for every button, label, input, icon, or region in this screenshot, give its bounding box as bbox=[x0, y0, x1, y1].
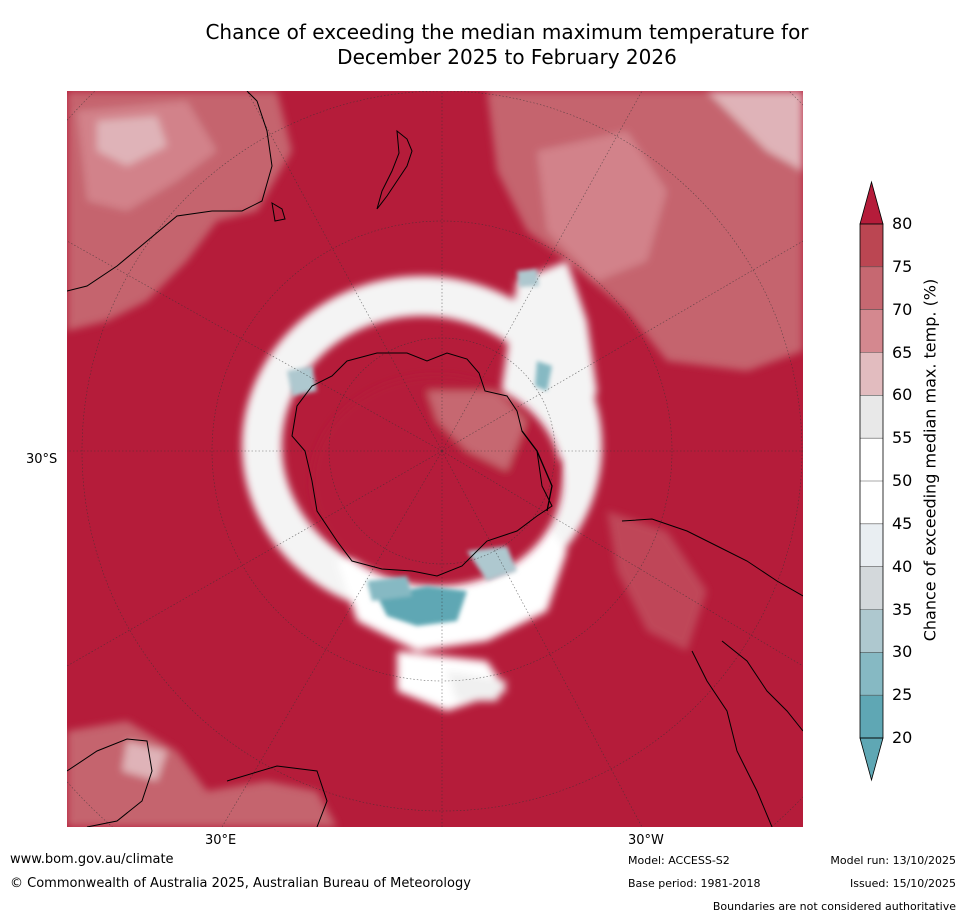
colorbar-segment bbox=[860, 438, 883, 481]
title-line-2: December 2025 to February 2026 bbox=[337, 45, 677, 69]
colorbar-extend-bottom bbox=[859, 737, 884, 782]
lat-label-30s: 30°S bbox=[26, 452, 58, 467]
colorbar-tick-label: 30 bbox=[892, 642, 913, 662]
antarctic-peninsula bbox=[521, 430, 553, 512]
colorbar-segment bbox=[860, 481, 883, 524]
interior-red bbox=[312, 376, 562, 586]
lon-label-30w: 30°W bbox=[628, 833, 664, 848]
colorbar-extend-top bbox=[859, 180, 884, 225]
footer-model-run: Model run: 13/10/2025 bbox=[830, 854, 956, 867]
colorbar-tick-label: 55 bbox=[892, 428, 913, 448]
tasmania bbox=[271, 202, 286, 222]
colorbar-tick-label: 35 bbox=[892, 599, 913, 619]
polar-map bbox=[67, 91, 803, 827]
colorbar-segment bbox=[860, 395, 883, 439]
footer-base-period: Base period: 1981-2018 bbox=[628, 877, 761, 890]
footer-disclaimer: Boundaries are not considered authoritat… bbox=[712, 900, 956, 913]
colorbar-outline bbox=[859, 223, 884, 739]
colorbar-segment bbox=[860, 352, 883, 396]
pink-patches bbox=[67, 91, 803, 827]
coastlines bbox=[67, 91, 803, 827]
colorbar-tick-label: 25 bbox=[892, 685, 913, 705]
colorbar-tick-label: 60 bbox=[892, 385, 913, 405]
africa-coastline bbox=[67, 738, 328, 827]
graticule bbox=[67, 91, 803, 827]
colorbar-tick-label: 50 bbox=[892, 471, 913, 490]
colorbar-segment bbox=[860, 523, 883, 567]
colorbar-tick-label: 75 bbox=[892, 256, 913, 276]
colorbar-tick-label: 40 bbox=[892, 556, 913, 576]
colorbar-tick-label: 45 bbox=[892, 513, 913, 533]
colorbar-segment bbox=[860, 309, 883, 353]
antarctica-coastline bbox=[291, 352, 553, 577]
colorbar-segment bbox=[860, 609, 883, 653]
colorbar-tick-label: 65 bbox=[892, 342, 913, 362]
colorbar bbox=[859, 180, 884, 782]
colorbar-segment bbox=[860, 266, 883, 310]
colorbar-tick-label: 20 bbox=[892, 728, 913, 747]
footer-website[interactable]: www.bom.gov.au/climate bbox=[10, 852, 174, 867]
colorbar-tick-label: 70 bbox=[892, 299, 913, 319]
new-zealand bbox=[376, 129, 413, 210]
chart-title: Chance of exceeding the median maximum t… bbox=[67, 20, 947, 70]
lon-label-30e: 30°E bbox=[205, 833, 237, 848]
footer-copyright: © Commonwealth of Australia 2025, Austra… bbox=[10, 876, 471, 891]
footer-issued: Issued: 15/10/2025 bbox=[849, 877, 956, 890]
colorbar-segment bbox=[860, 695, 883, 738]
colorbar-segment bbox=[860, 224, 883, 267]
footer-model: Model: ACCESS-S2 bbox=[628, 854, 730, 867]
blue-patches bbox=[287, 269, 552, 626]
title-line-1: Chance of exceeding the median maximum t… bbox=[205, 20, 809, 44]
australia-coastline bbox=[67, 91, 273, 292]
south-america-coastline bbox=[621, 518, 803, 827]
colorbar-segment bbox=[860, 566, 883, 610]
colorbar-segment bbox=[860, 652, 883, 696]
colorbar-label: Chance of exceeding median max. temp. (%… bbox=[920, 278, 940, 642]
colorbar-tick-label: 80 bbox=[892, 214, 913, 233]
